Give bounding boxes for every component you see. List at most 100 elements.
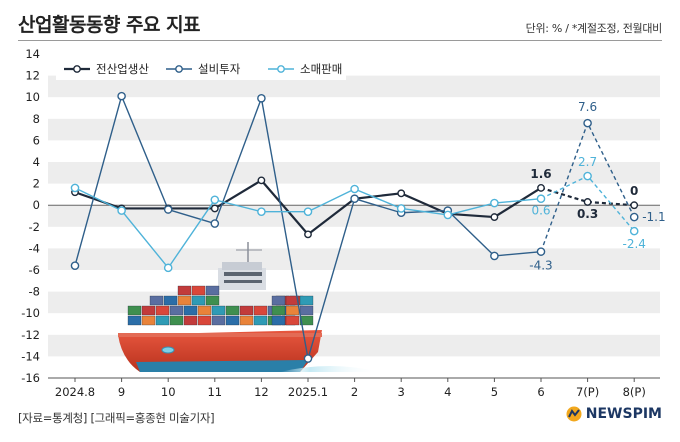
data-point (257, 207, 266, 216)
container-block (127, 315, 142, 326)
y-tick-label: 14 (25, 47, 40, 61)
container-block (155, 305, 170, 316)
y-tick-label: 8 (33, 112, 40, 126)
container-block (127, 305, 142, 316)
data-labels: 1.6 0.3 0 -4.3 7.6 -1.1 0.6 2.7 -2.4 (529, 100, 665, 273)
data-point (163, 205, 173, 214)
container-block (169, 315, 184, 326)
x-tick-label: 10 (161, 385, 176, 399)
data-point (583, 198, 592, 206)
data-label: 0.3 (577, 207, 598, 221)
data-point (490, 251, 499, 261)
x-tick-label: 9 (118, 385, 125, 399)
legend: 전산업생산 설비투자 소매판매 (56, 58, 346, 80)
x-tick-label: 2 (351, 385, 358, 399)
data-label: 0 (630, 184, 638, 198)
y-tick-label: 4 (33, 155, 40, 169)
data-point (257, 93, 266, 103)
chart-title: 산업활동동향 주요 지표 (18, 14, 201, 36)
data-point (583, 118, 592, 128)
data-point (117, 206, 126, 215)
data-point (443, 210, 453, 220)
data-point (490, 198, 499, 208)
data-label: 7.6 (578, 100, 597, 114)
data-point (303, 354, 313, 363)
y-tick-label: -12 (21, 328, 40, 342)
series-points (70, 91, 639, 363)
x-tick-label: 5 (491, 385, 498, 399)
unit-note: 단위: % / *계절조정, 전월대비 (525, 22, 663, 35)
container-block (253, 315, 268, 326)
container-block (155, 315, 170, 326)
x-tick-label: 12 (254, 385, 269, 399)
data-point (629, 212, 639, 222)
legend-label: 전산업생산 (96, 62, 149, 76)
data-label: 1.6 (530, 167, 551, 181)
data-point (630, 201, 639, 210)
data-point (629, 226, 639, 236)
container-block (239, 305, 254, 316)
data-point (210, 204, 219, 213)
x-tick-label: 4 (444, 385, 451, 399)
data-point (117, 91, 126, 101)
data-label: -1.1 (642, 210, 665, 224)
container-block (299, 295, 314, 306)
title-divider (18, 40, 662, 41)
source-credit: [자료=통계청] [그래픽=홍종현 미술기자] (18, 411, 215, 425)
container-block (141, 305, 156, 316)
container-block (205, 295, 220, 306)
container-block (285, 295, 300, 306)
data-point (70, 261, 80, 270)
y-tick-label: -6 (29, 263, 40, 277)
data-point (397, 189, 406, 198)
container-block (197, 315, 212, 326)
y-tick-label: -8 (29, 285, 40, 299)
container-block (183, 305, 198, 316)
container-block (177, 285, 192, 296)
container-block (141, 315, 156, 326)
data-point (536, 247, 546, 256)
y-tick-label: 2 (33, 177, 40, 191)
newspim-logo-icon (566, 406, 582, 422)
brand-logo: NEWSPIM (566, 406, 662, 422)
container-block (163, 295, 178, 306)
x-tick-label: 6 (537, 385, 544, 399)
data-point (350, 184, 359, 194)
data-point (396, 204, 406, 213)
data-point (210, 195, 220, 205)
legend-swatch-marker (175, 65, 183, 73)
container-block (285, 315, 300, 326)
data-label: 2.7 (578, 155, 597, 169)
container-block (191, 285, 206, 296)
y-tick-label: -16 (21, 371, 40, 385)
legend-swatch-marker (277, 65, 285, 73)
container-block (271, 295, 286, 306)
y-tick-label: -2 (29, 220, 40, 234)
legend-swatch-marker (73, 65, 81, 73)
container-block (205, 285, 220, 296)
series-line-provisional-2 (540, 121, 635, 252)
y-tick-label: -10 (21, 306, 40, 320)
series-line-provisional-1 (540, 186, 635, 207)
y-tick-label: -4 (29, 241, 40, 255)
y-tick-label: -14 (21, 349, 40, 363)
y-tick-label: 6 (33, 133, 40, 147)
container-block (197, 305, 212, 316)
container-block (211, 305, 226, 316)
container-block (225, 305, 240, 316)
container-block (271, 305, 286, 316)
data-point (163, 263, 173, 273)
container-block (271, 315, 286, 326)
data-point (350, 194, 359, 204)
grid-band (48, 162, 660, 184)
y-tick-label: 0 (33, 198, 40, 212)
data-point (304, 230, 312, 239)
legend-label: 소매판매 (300, 62, 342, 76)
x-tick-label: 8(P) (623, 385, 646, 399)
grid-band (48, 75, 660, 98)
brand-name: NEWSPIM (585, 406, 662, 422)
grid-band (48, 248, 660, 270)
container-block (211, 315, 226, 326)
legend-box (56, 58, 346, 80)
